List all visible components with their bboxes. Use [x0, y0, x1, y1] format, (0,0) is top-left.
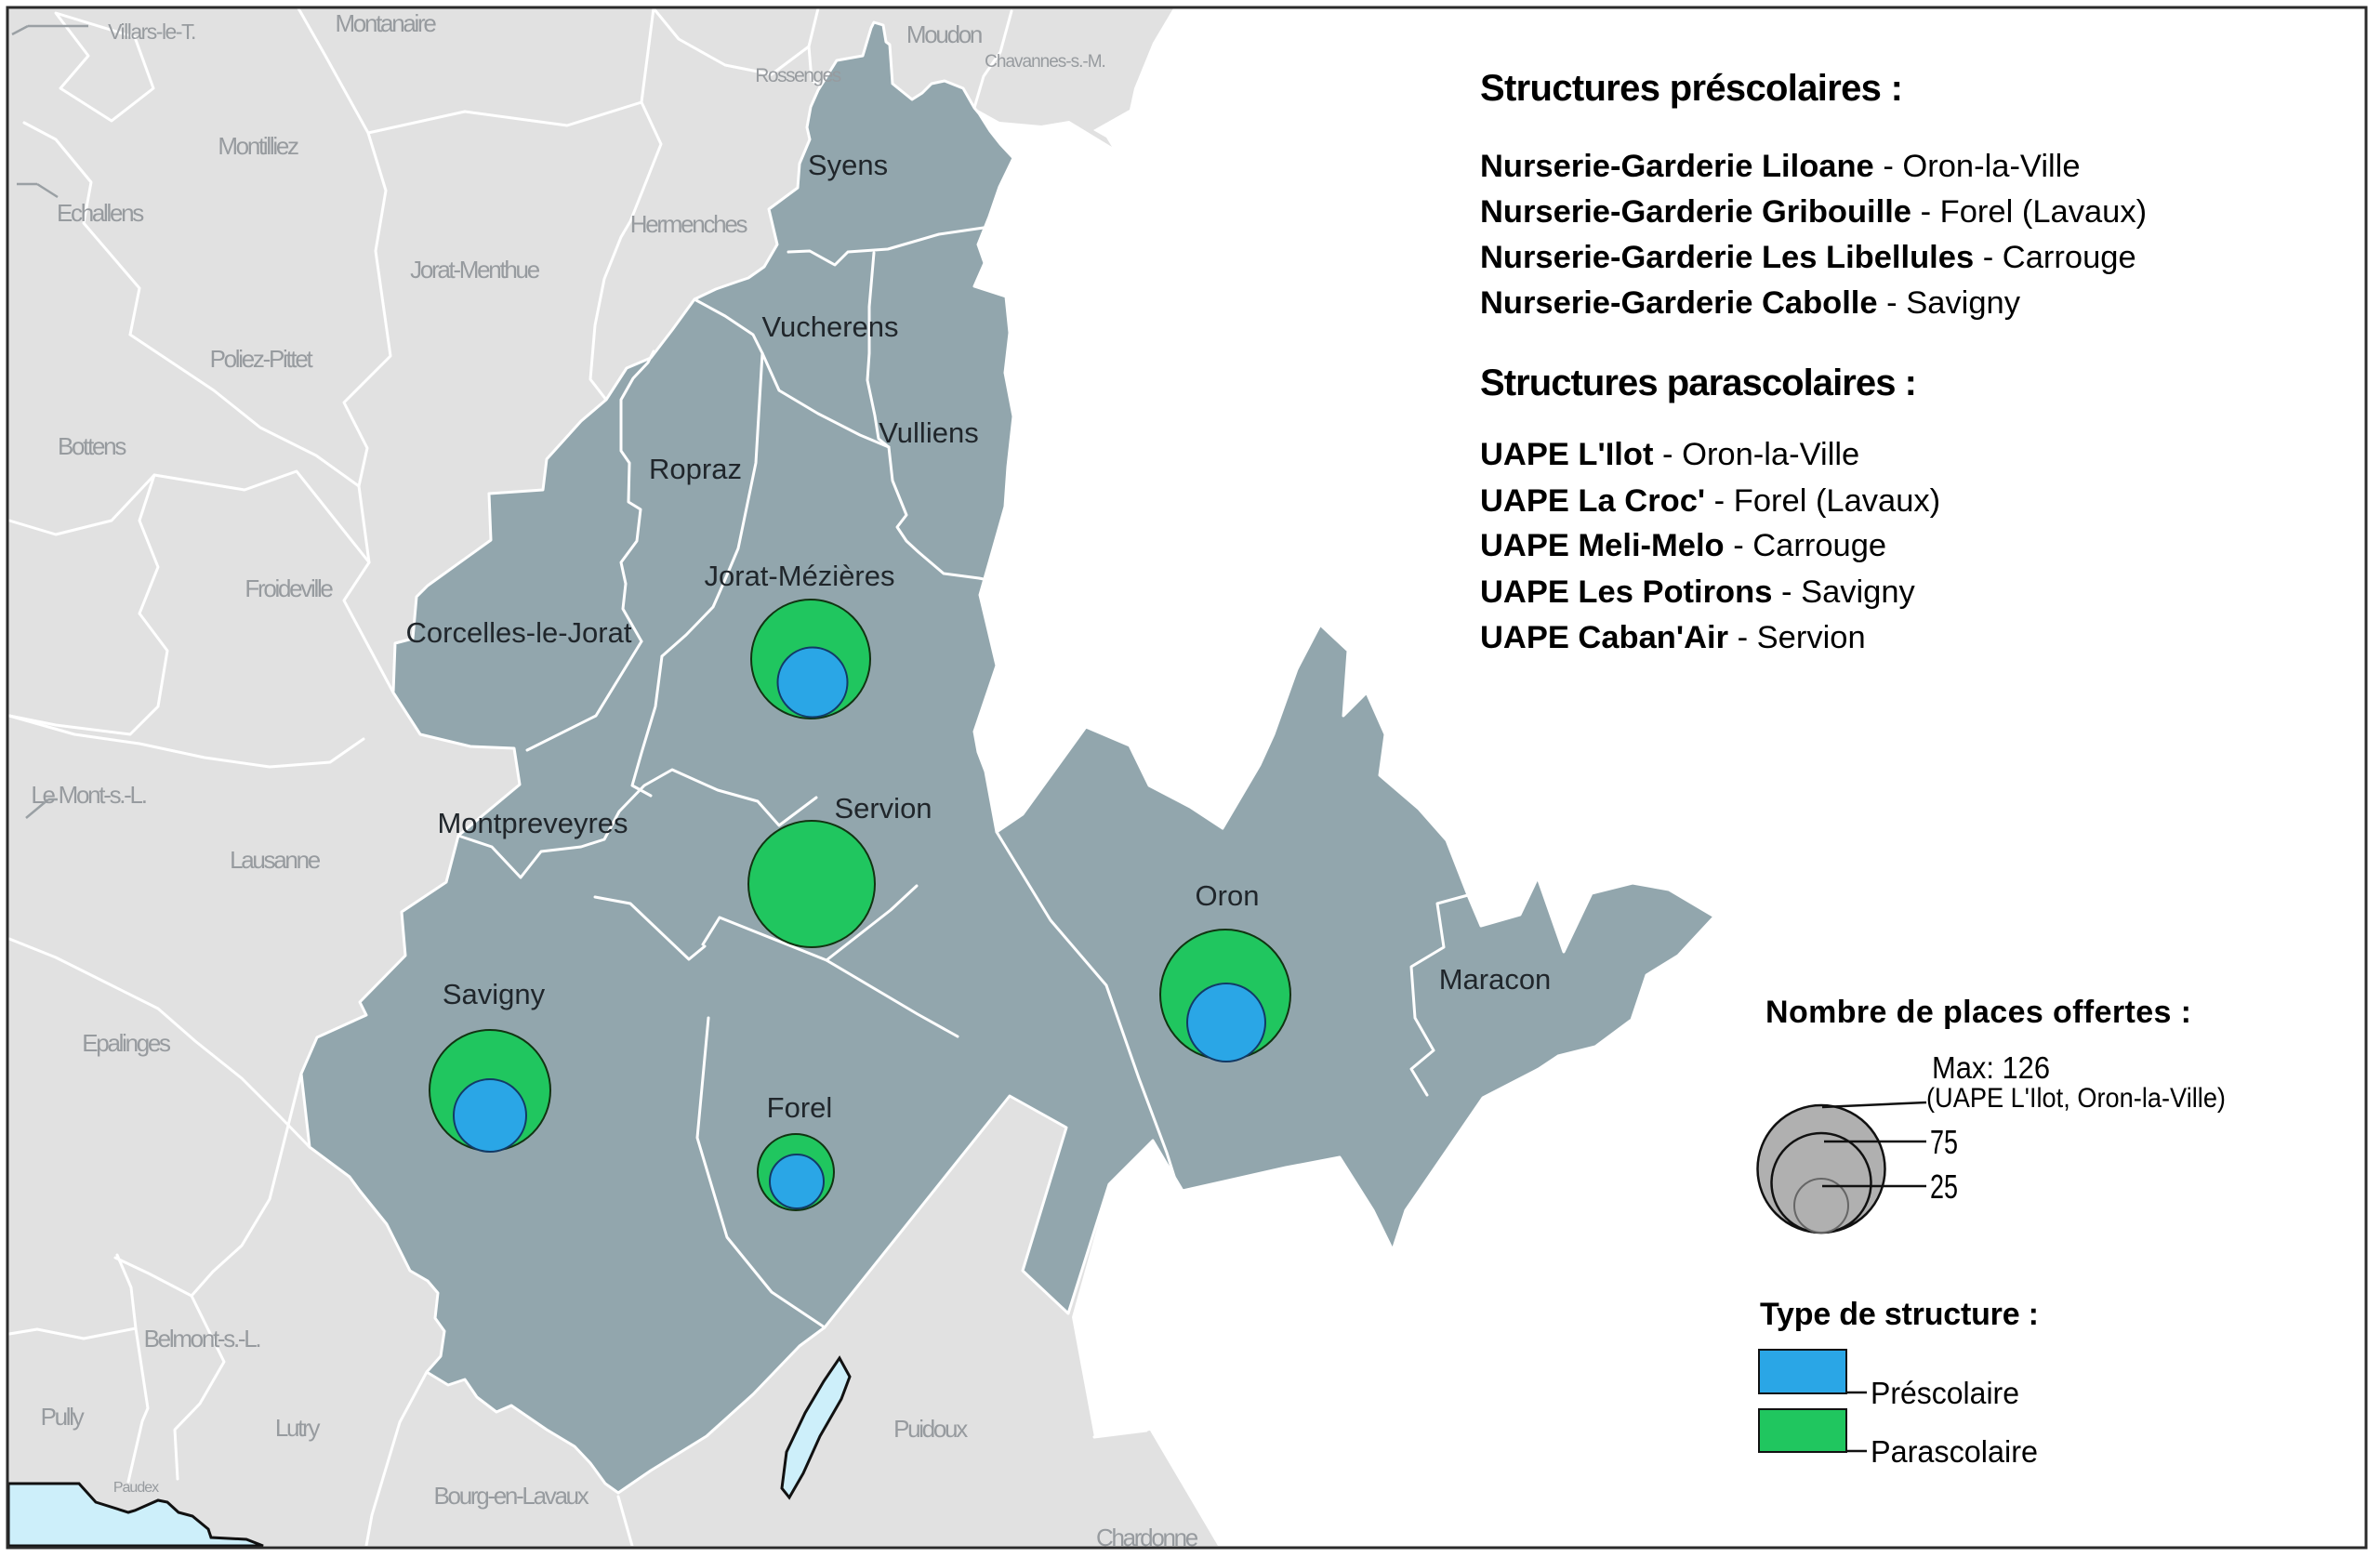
svg-text:UAPE Les Potirons - Savigny: UAPE Les Potirons - Savigny: [1480, 574, 1916, 610]
svg-text:Bottens: Bottens: [58, 432, 126, 460]
svg-text:Pully: Pully: [41, 1403, 85, 1431]
svg-text:Corcelles-le-Jorat: Corcelles-le-Jorat: [406, 616, 632, 649]
svg-text:Moudon: Moudon: [906, 20, 982, 48]
svg-text:Nurserie-Garderie Liloane - Or: Nurserie-Garderie Liloane - Oron-la-Vill…: [1480, 149, 2081, 184]
svg-text:Type de structure :: Type de structure :: [1760, 1297, 2039, 1332]
svg-text:UAPE La Croc' - Forel (Lavaux): UAPE La Croc' - Forel (Lavaux): [1480, 483, 1940, 519]
svg-text:25: 25: [1930, 1168, 1958, 1206]
svg-text:Montilliez: Montilliez: [218, 132, 298, 160]
svg-text:Savigny: Savigny: [443, 978, 546, 1010]
svg-text:75: 75: [1930, 1123, 1958, 1161]
svg-text:Forel: Forel: [767, 1091, 833, 1124]
svg-text:Nurserie-Garderie Cabolle - Sa: Nurserie-Garderie Cabolle - Savigny: [1480, 285, 2021, 321]
svg-text:Nurserie-Garderie Gribouille -: Nurserie-Garderie Gribouille - Forel (La…: [1480, 194, 2147, 230]
svg-text:Froideville: Froideville: [245, 574, 333, 602]
svg-text:Structures parascolaires :: Structures parascolaires :: [1480, 363, 1917, 403]
svg-text:Echallens: Echallens: [57, 199, 144, 227]
svg-text:Montanaire: Montanaire: [335, 9, 436, 37]
svg-text:UAPE Meli-Melo - Carrouge: UAPE Meli-Melo - Carrouge: [1480, 528, 1886, 563]
svg-text:Epalinges: Epalinges: [82, 1029, 171, 1057]
svg-text:Paudex: Paudex: [113, 1480, 159, 1496]
svg-text:Jorat-Mézières: Jorat-Mézières: [705, 560, 895, 592]
svg-text:Préscolaire: Préscolaire: [1871, 1376, 2019, 1410]
svg-text:Syens: Syens: [808, 149, 888, 181]
svg-text:UAPE L'Ilot - Oron-la-Ville: UAPE L'Ilot - Oron-la-Ville: [1480, 437, 1859, 472]
svg-text:Structures préscolaires :: Structures préscolaires :: [1480, 68, 1903, 109]
svg-text:Bourg-en-Lavaux: Bourg-en-Lavaux: [434, 1482, 589, 1510]
svg-text:Maracon: Maracon: [1439, 963, 1552, 996]
svg-text:Lutry: Lutry: [275, 1414, 321, 1442]
svg-text:Villars-le-T.: Villars-le-T.: [108, 20, 195, 44]
svg-text:Parascolaire: Parascolaire: [1871, 1434, 2038, 1469]
svg-text:Max: 126: Max: 126: [1932, 1050, 2050, 1085]
svg-text:Poliez-Pittet: Poliez-Pittet: [210, 345, 314, 373]
svg-text:Puidoux: Puidoux: [893, 1415, 968, 1443]
svg-text:Oron: Oron: [1196, 879, 1260, 912]
svg-text:Lausanne: Lausanne: [230, 846, 321, 874]
svg-text:Nurserie-Garderie Les Libellul: Nurserie-Garderie Les Libellules - Carro…: [1480, 240, 2136, 275]
svg-text:Hermenches: Hermenches: [630, 210, 748, 238]
svg-text:Le Mont-s.-L.: Le Mont-s.-L.: [31, 781, 145, 809]
svg-text:Jorat-Menthue: Jorat-Menthue: [410, 256, 540, 284]
svg-text:Nombre de places offertes :: Nombre de places offertes :: [1765, 995, 2191, 1030]
svg-text:Ropraz: Ropraz: [649, 453, 742, 485]
svg-text:Chavannes-s.-M.: Chavannes-s.-M.: [985, 52, 1105, 72]
svg-text:UAPE Caban'Air - Servion: UAPE Caban'Air - Servion: [1480, 620, 1866, 655]
svg-text:Montpreveyres: Montpreveyres: [437, 807, 628, 839]
svg-text:(UAPE L'Ilot, Oron-la-Ville): (UAPE L'Ilot, Oron-la-Ville): [1926, 1083, 2226, 1114]
svg-text:Vucherens: Vucherens: [761, 310, 898, 343]
svg-text:Belmont-s.-L.: Belmont-s.-L.: [144, 1325, 260, 1352]
svg-text:Vulliens: Vulliens: [879, 416, 978, 449]
svg-text:Rossenges: Rossenges: [755, 65, 841, 86]
svg-text:Servion: Servion: [834, 792, 932, 825]
